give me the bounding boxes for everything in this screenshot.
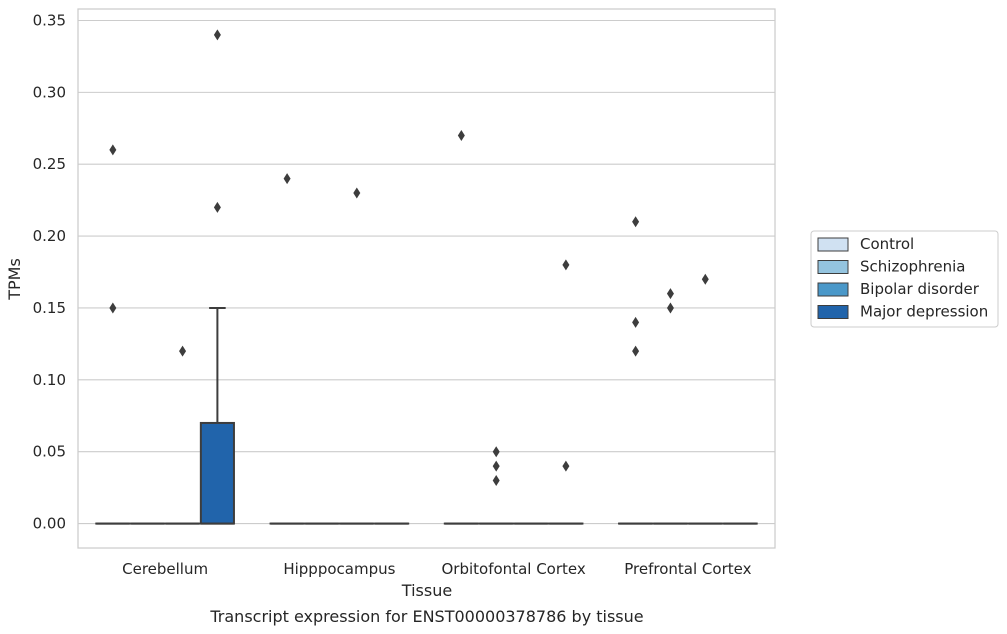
legend-item: Schizophrenia bbox=[817, 258, 965, 276]
x-tick-label: Cerebellum bbox=[122, 560, 208, 578]
y-tick-label: 0.00 bbox=[33, 515, 66, 533]
y-axis-ticks: 0.00 0.05 0.10 0.15 0.20 0.25 0.30 0.35 bbox=[33, 11, 66, 532]
outlier-point bbox=[283, 173, 291, 185]
chart-caption: Transcript expression for ENST0000037878… bbox=[209, 607, 643, 626]
x-tick-label: Orbitofontal Cortex bbox=[442, 560, 586, 578]
x-axis-label: Tissue bbox=[401, 581, 452, 600]
outlier-point bbox=[457, 129, 465, 141]
x-axis-ticks: Cerebellum Hipppocampus Orbitofontal Corte… bbox=[122, 560, 751, 578]
legend-label: Bipolar disorder bbox=[860, 280, 980, 298]
outlier-point bbox=[701, 273, 709, 285]
outlier-point bbox=[109, 144, 117, 156]
y-tick-label: 0.15 bbox=[33, 299, 66, 317]
box-body bbox=[199, 421, 235, 525]
outlier-point bbox=[179, 345, 187, 357]
legend-label: Major depression bbox=[860, 303, 988, 321]
y-axis-label: TPMs bbox=[5, 258, 24, 301]
outlier-point bbox=[353, 187, 361, 199]
outlier-point bbox=[632, 316, 640, 328]
legend-item: Major depression bbox=[817, 303, 988, 321]
legend: Control Schizophrenia Bipolar disorder Majo… bbox=[810, 230, 999, 328]
outlier-point bbox=[492, 460, 500, 472]
legend-item: Bipolar disorder bbox=[817, 280, 980, 298]
outlier-point bbox=[109, 302, 117, 314]
x-tick-label: Prefrontal Cortex bbox=[624, 560, 751, 578]
boxes bbox=[95, 306, 758, 525]
box-major-depression bbox=[199, 306, 235, 525]
legend-label: Control bbox=[860, 235, 914, 253]
outlier-point bbox=[492, 446, 500, 458]
legend-swatch bbox=[817, 260, 849, 274]
legend-frame bbox=[810, 230, 999, 328]
outlier-point bbox=[213, 29, 221, 41]
legend-swatch bbox=[817, 282, 849, 297]
y-tick-label: 0.35 bbox=[33, 11, 66, 29]
outlier-point bbox=[213, 201, 221, 213]
legend-label: Schizophrenia bbox=[860, 258, 965, 276]
legend-swatch bbox=[817, 305, 849, 319]
plot-area-frame bbox=[77, 8, 776, 549]
outlier-point bbox=[632, 345, 640, 357]
outlier-point bbox=[666, 302, 674, 314]
legend-swatch bbox=[817, 237, 849, 252]
outliers bbox=[109, 29, 709, 486]
y-tick-label: 0.05 bbox=[33, 443, 66, 461]
outlier-point bbox=[492, 474, 500, 486]
y-tick-label: 0.20 bbox=[33, 227, 66, 245]
outlier-point bbox=[666, 288, 674, 300]
y-tick-label: 0.10 bbox=[33, 371, 66, 389]
legend-item: Control bbox=[817, 235, 914, 253]
y-tick-label: 0.30 bbox=[33, 83, 66, 101]
outlier-point bbox=[632, 216, 640, 228]
x-tick-label: Hipppocampus bbox=[283, 560, 395, 578]
gridlines bbox=[78, 19, 775, 525]
outlier-point bbox=[562, 259, 570, 271]
y-tick-label: 0.25 bbox=[33, 155, 66, 173]
outlier-point bbox=[562, 460, 570, 472]
